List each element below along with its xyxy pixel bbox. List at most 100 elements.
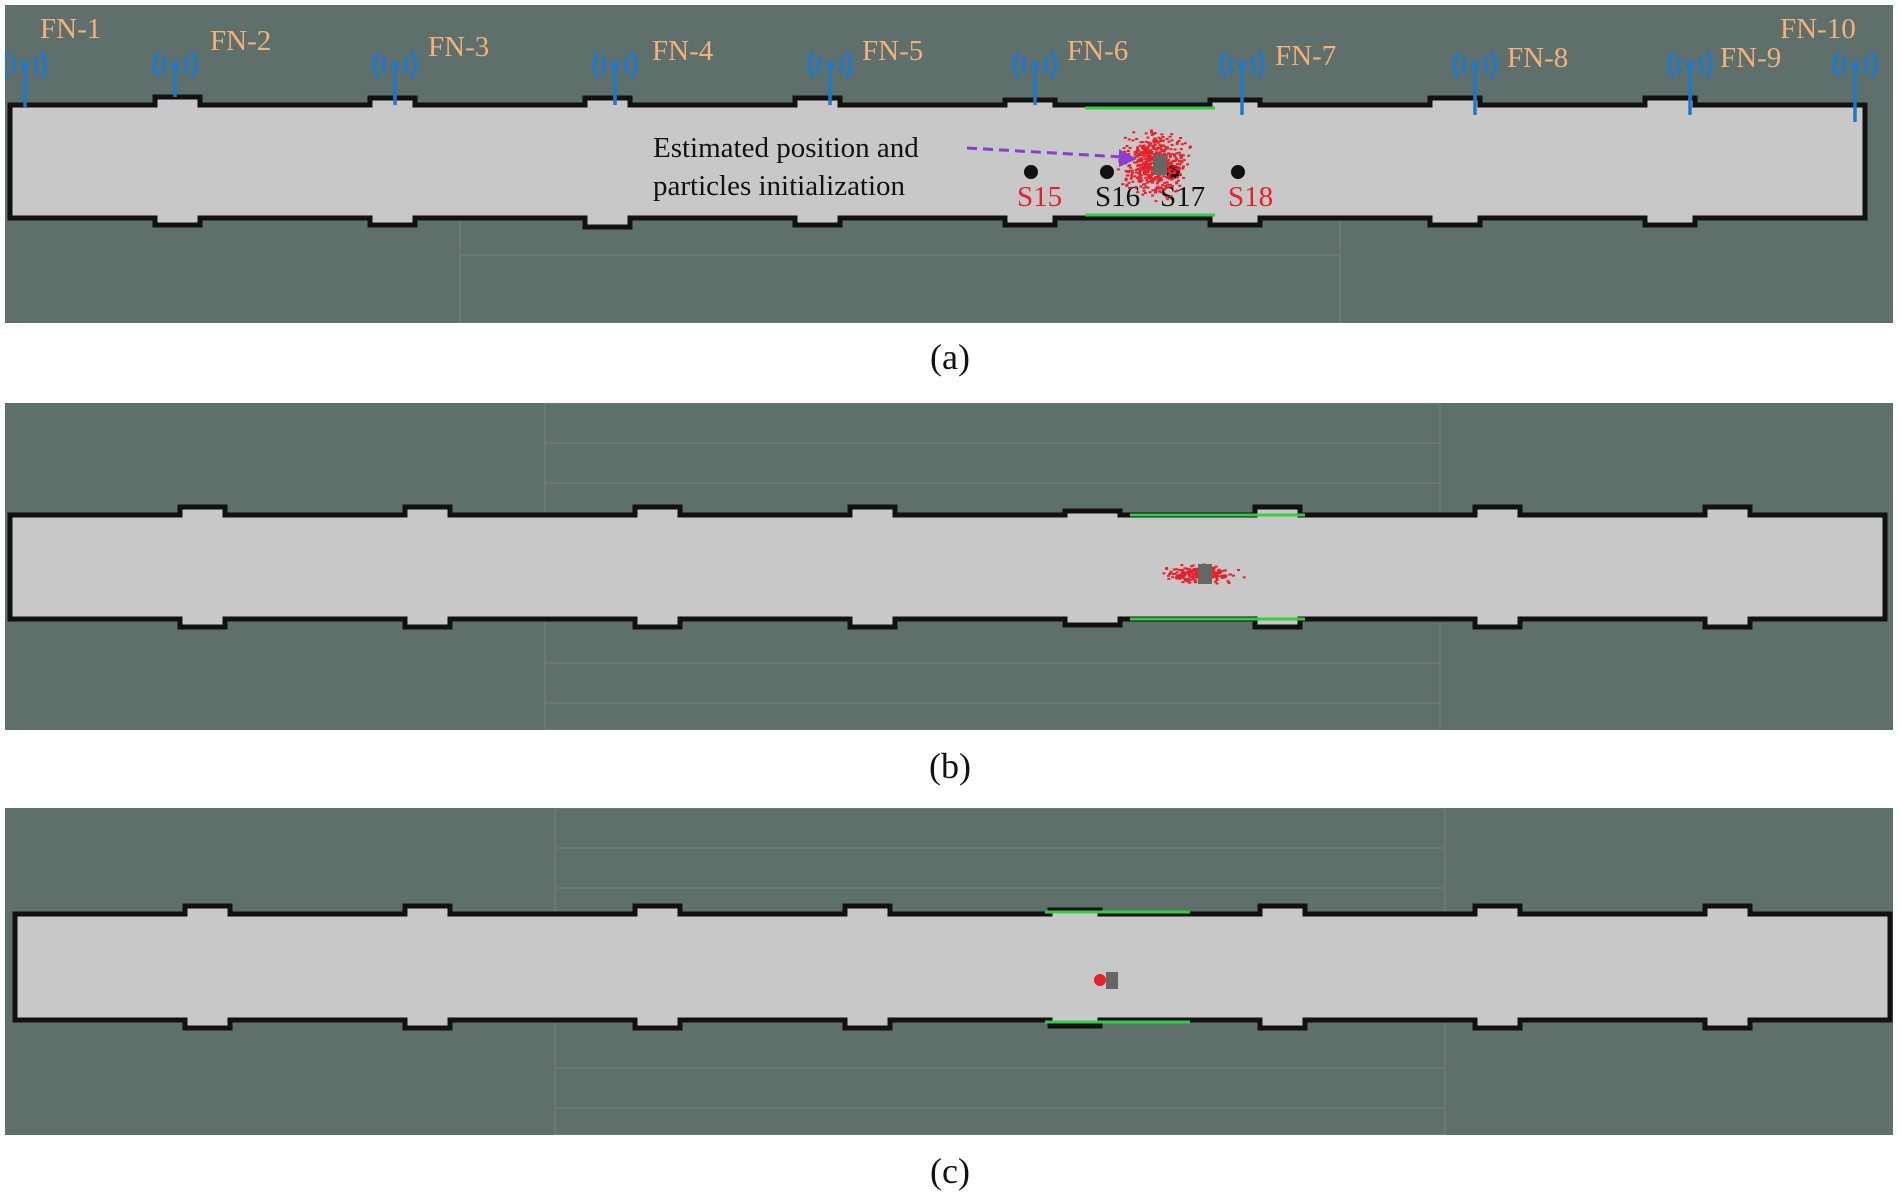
robot-a <box>1153 155 1167 175</box>
particle <box>1146 147 1149 150</box>
particle <box>1136 167 1140 170</box>
particle <box>1161 184 1165 187</box>
particle <box>1179 148 1183 151</box>
particle <box>1214 565 1218 568</box>
station-label: S16 <box>1095 181 1140 213</box>
particle <box>1150 131 1154 134</box>
particle <box>1128 186 1131 189</box>
particle <box>1151 179 1155 182</box>
particle <box>1188 568 1192 571</box>
particle <box>1141 154 1145 157</box>
particle <box>1151 194 1155 197</box>
particle <box>1168 168 1172 171</box>
particle <box>1124 177 1128 180</box>
particle <box>1179 157 1183 160</box>
particle <box>1166 164 1170 167</box>
antenna-icon <box>1832 50 1878 122</box>
corridor-c <box>12 903 1893 1031</box>
particle <box>1159 137 1162 140</box>
particle <box>1171 160 1175 163</box>
particle <box>1142 169 1146 172</box>
particle <box>1173 165 1177 167</box>
fog-node-4: FN-4 <box>592 35 714 105</box>
particle <box>1165 181 1169 184</box>
particle <box>1148 155 1152 158</box>
particle <box>1160 133 1164 136</box>
particle <box>1184 579 1187 582</box>
particle <box>1151 144 1155 147</box>
particle <box>1189 565 1193 568</box>
particle <box>1127 138 1131 141</box>
annotation-line-2: particles initialization <box>653 170 906 202</box>
particle <box>1163 181 1167 184</box>
particle <box>1156 180 1160 183</box>
particle <box>1150 155 1154 158</box>
corridor-b <box>7 504 1888 630</box>
particle <box>1159 191 1163 194</box>
particle <box>1139 177 1143 180</box>
particle <box>1171 172 1175 174</box>
particle <box>1128 147 1132 150</box>
particle <box>1134 168 1138 171</box>
particle <box>1153 148 1157 151</box>
robot-c <box>1106 972 1118 989</box>
particle <box>1166 146 1170 149</box>
particle <box>1146 181 1149 184</box>
particle <box>1125 183 1129 186</box>
particle <box>1165 137 1169 140</box>
particle <box>1126 150 1130 152</box>
fog-node-label: FN-6 <box>1067 35 1128 67</box>
particle <box>1213 574 1217 577</box>
particle <box>1166 198 1170 201</box>
particle <box>1139 153 1142 156</box>
particle <box>1127 165 1131 168</box>
particle <box>1223 576 1227 579</box>
particle <box>1187 154 1191 157</box>
particle <box>1211 576 1215 579</box>
station-s15: S15 <box>1017 165 1062 213</box>
particles-a <box>1116 129 1192 203</box>
particle <box>1159 176 1163 179</box>
particle <box>1168 152 1172 155</box>
particle <box>1217 569 1221 572</box>
particle <box>1148 156 1152 159</box>
particle <box>1137 152 1141 155</box>
caption-b: (b) <box>929 746 971 786</box>
particle <box>1135 154 1139 157</box>
particle <box>1167 158 1171 161</box>
particle <box>1183 577 1187 580</box>
particle <box>1136 160 1140 163</box>
fog-node-10: FN-10 <box>1780 13 1878 122</box>
particle <box>1139 163 1143 166</box>
particle <box>1216 570 1220 573</box>
particle <box>1187 573 1191 576</box>
particle <box>1176 179 1180 182</box>
particle <box>1148 166 1152 169</box>
particle <box>1150 171 1154 174</box>
stations-a: S15 S16 S17 S18 <box>1017 165 1273 213</box>
particle <box>1139 174 1143 177</box>
particle <box>1159 187 1163 190</box>
particle <box>1139 151 1143 154</box>
particle <box>1144 161 1147 164</box>
particle <box>1189 571 1193 574</box>
particle <box>1150 174 1154 176</box>
particle <box>1178 163 1182 166</box>
particle <box>1129 166 1133 169</box>
map-c-svg <box>12 808 1893 1135</box>
particle <box>1218 575 1222 578</box>
particle <box>1162 572 1166 575</box>
particle <box>1177 139 1181 142</box>
particle <box>1145 154 1149 157</box>
particle <box>1177 160 1181 163</box>
particle <box>1145 179 1149 182</box>
particle <box>1179 155 1183 158</box>
particle <box>1174 576 1178 579</box>
particle <box>1211 567 1215 570</box>
particle <box>1171 177 1175 180</box>
particle <box>1170 144 1174 146</box>
particle <box>1146 186 1150 189</box>
particle <box>1149 176 1153 179</box>
particle <box>1170 185 1174 188</box>
particle <box>1138 170 1142 173</box>
